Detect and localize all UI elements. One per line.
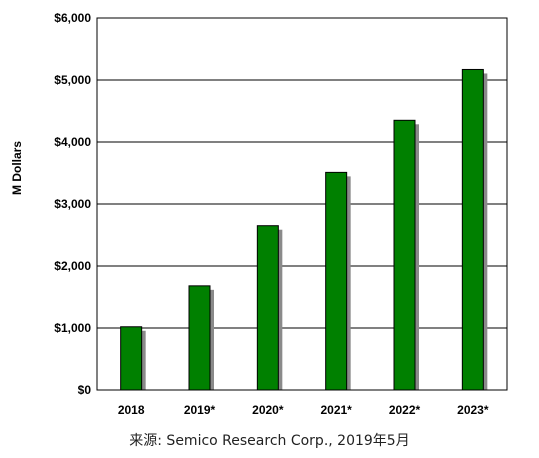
x-tick-label: 2023* — [457, 403, 489, 417]
plot-frame — [96, 17, 508, 391]
x-tick-label: 2022* — [389, 403, 421, 417]
y-tick-label: $6,000 — [54, 11, 91, 25]
bar-chart: M Dollars $0 $1,000 $2,000 $3,000 $4,000 $5,0… — [10, 11, 508, 417]
y-tick-label: $2,000 — [54, 259, 91, 273]
y-tick-labels: $0 $1,000 $2,000 $3,000 $4,000 $5,000 $6,000 — [54, 11, 91, 397]
source-note: 来源: Semico Research Corp., 2019年5月 — [129, 433, 410, 449]
y-tick-label: $5,000 — [54, 73, 91, 87]
gridlines — [97, 17, 507, 391]
bar — [256, 225, 279, 391]
y-tick-label: $0 — [78, 383, 92, 397]
bar — [188, 285, 211, 391]
y-axis-label: M Dollars — [10, 141, 24, 195]
x-tick-label: 2018 — [118, 403, 145, 417]
bar — [325, 171, 348, 391]
bars — [120, 68, 488, 391]
bar — [393, 119, 416, 391]
x-tick-label: 2020* — [252, 403, 284, 417]
bar — [461, 68, 484, 391]
y-tick-label: $3,000 — [54, 197, 91, 211]
bar — [120, 326, 143, 391]
x-tick-label: 2019* — [184, 403, 216, 417]
x-tick-label: 2021* — [320, 403, 352, 417]
y-tick-label: $4,000 — [54, 135, 91, 149]
y-tick-label: $1,000 — [54, 321, 91, 335]
x-tick-labels: 2018 2019* 2020* 2021* 2022* 2023* — [118, 403, 489, 417]
